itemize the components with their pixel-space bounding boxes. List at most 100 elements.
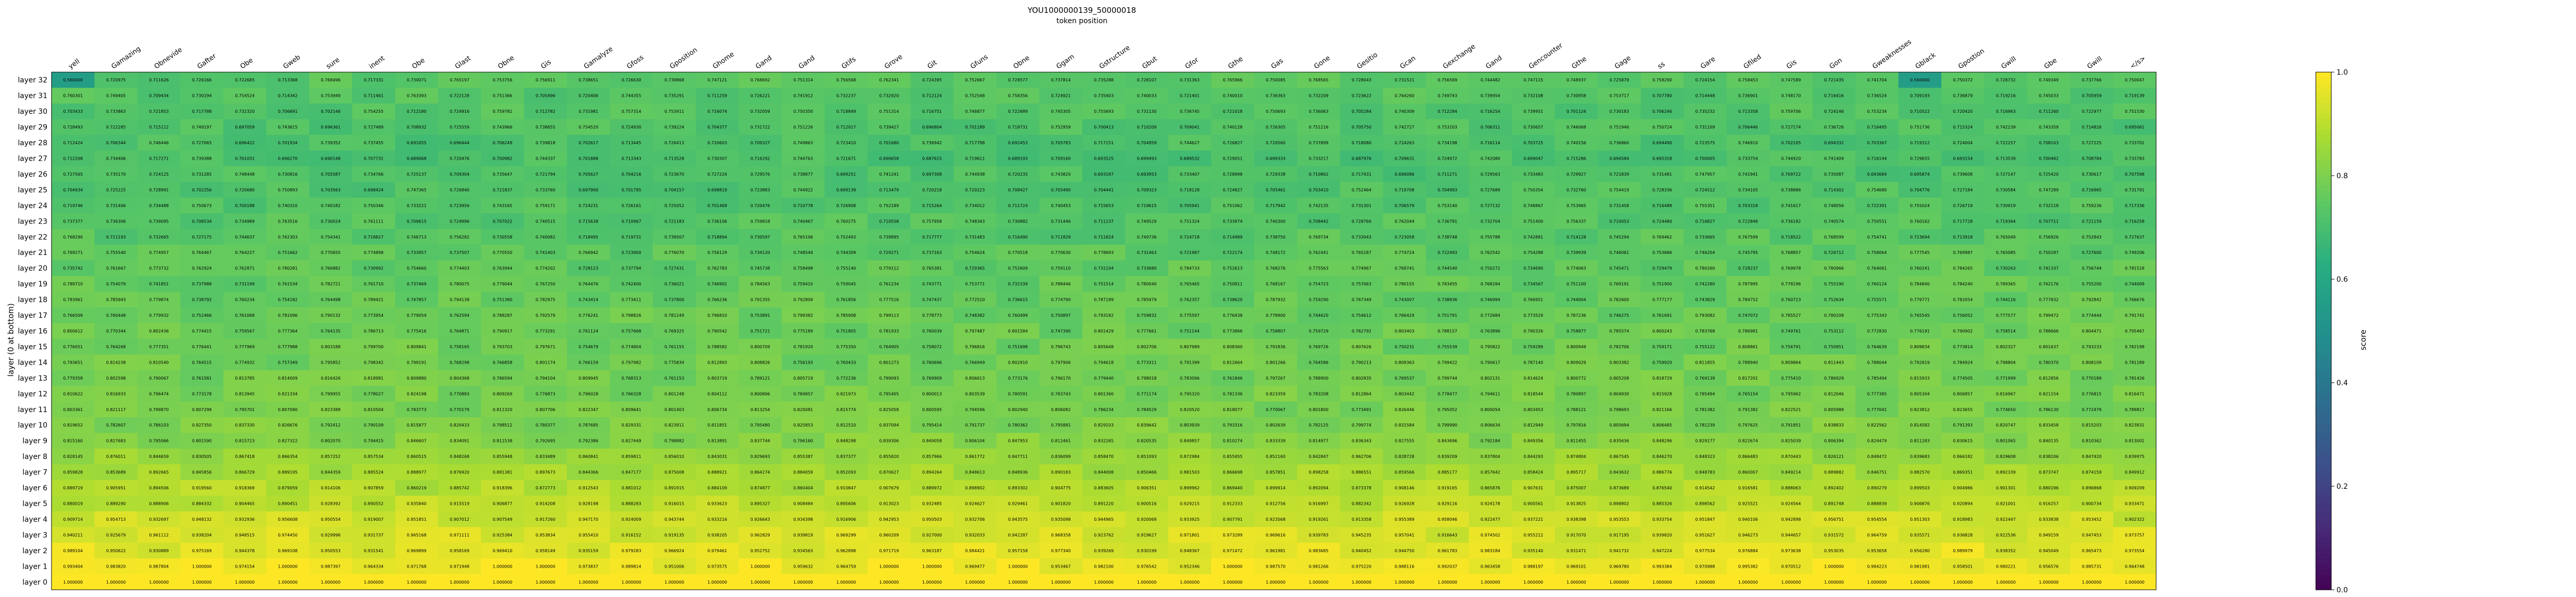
heatmap-cell xyxy=(1769,103,1813,120)
cell-value-label: 0.765187 xyxy=(1352,250,1371,255)
cell-value-label: 0.709193 xyxy=(1910,94,1929,98)
cell-value-label: 0.786234 xyxy=(1094,407,1113,412)
heatmap-cell xyxy=(1984,433,2028,449)
heatmap-cell xyxy=(1297,103,1341,120)
heatmap-cell xyxy=(996,464,1040,481)
cell-value-label: 0.798342 xyxy=(364,360,383,365)
cell-value-label: 0.919627 xyxy=(1137,533,1157,537)
cell-value-label: 0.715264 xyxy=(922,203,942,208)
heatmap-cell xyxy=(567,401,611,418)
heatmap-cell xyxy=(1769,119,1813,135)
heatmap-cell xyxy=(696,150,739,167)
cell-value-label: 0.798693 xyxy=(1609,407,1629,412)
heatmap-cell xyxy=(1812,386,1856,402)
heatmap-cell xyxy=(2113,417,2157,433)
heatmap-cell xyxy=(1554,182,1598,198)
cell-value-label: 0.827322 xyxy=(278,439,297,444)
heatmap-cell xyxy=(1082,166,1126,182)
heatmap-cell xyxy=(1039,527,1083,543)
cell-value-label: 0.794611 xyxy=(1481,391,1500,396)
cell-value-label: 0.715653 xyxy=(1094,203,1113,208)
colorbar-segment xyxy=(2316,176,2331,181)
cell-value-label: 0.719139 xyxy=(2125,94,2144,98)
heatmap-cell xyxy=(1769,496,1813,512)
heatmap-cell xyxy=(1340,401,1383,418)
heatmap-cell xyxy=(696,480,739,496)
x-tick-label: Gfuns xyxy=(969,53,990,71)
y-tick-label: layer 26 xyxy=(18,170,47,179)
cell-value-label: 0.716074 xyxy=(707,109,727,114)
heatmap-cell xyxy=(1383,88,1427,104)
cell-value-label: 0.790067 xyxy=(149,376,168,381)
y-tick-label: layer 11 xyxy=(18,406,47,414)
cell-value-label: 0.768496 xyxy=(321,78,341,82)
heatmap-cell xyxy=(567,558,611,575)
heatmap-cell xyxy=(1984,166,2028,182)
cell-value-label: 0.795405 xyxy=(879,391,899,396)
cell-value-label: 0.849912 xyxy=(2125,470,2144,475)
heatmap-cell xyxy=(481,464,524,481)
colorbar-segment xyxy=(2316,279,2331,285)
cell-value-label: 0.727175 xyxy=(192,235,212,240)
heatmap-cell xyxy=(2027,448,2071,465)
heatmap-cell xyxy=(438,166,482,182)
heatmap-cell xyxy=(609,119,653,135)
cell-value-label: 0.735232 xyxy=(1696,109,1715,114)
cell-value-label: 0.714302 xyxy=(1824,187,1844,192)
cell-value-label: 0.774415 xyxy=(192,329,212,334)
heatmap-cell xyxy=(309,103,353,120)
heatmap-cell xyxy=(1340,448,1383,465)
cell-value-label: 0.783455 xyxy=(1437,282,1457,286)
cell-value-label: 0.732704 xyxy=(1481,219,1500,224)
x-tick-label: Gweaknesses xyxy=(1871,38,1913,71)
cell-value-label: 0.744938 xyxy=(965,172,985,177)
cell-value-label: 0.721018 xyxy=(1223,109,1243,114)
heatmap-cell xyxy=(1640,417,1684,433)
heatmap-cell xyxy=(696,323,739,339)
cell-value-label: 0.715112 xyxy=(149,125,168,130)
cell-value-label: 0.718128 xyxy=(1180,187,1199,192)
heatmap-cell xyxy=(1640,354,1684,371)
cell-value-label: 0.927000 xyxy=(922,533,942,537)
heatmap-cell xyxy=(395,276,438,292)
heatmap-cell xyxy=(696,370,739,386)
cell-value-label: 0.762542 xyxy=(1481,250,1500,255)
cell-value-label: 0.727065 xyxy=(192,141,212,145)
cell-value-label: 1.000000 xyxy=(278,580,297,585)
heatmap-cell xyxy=(2113,197,2157,214)
cell-value-label: 0.727174 xyxy=(1781,125,1801,130)
cell-value-label: 0.774790 xyxy=(1051,298,1071,302)
heatmap-cell xyxy=(1082,119,1126,135)
heatmap-cell xyxy=(1426,496,1469,512)
heatmap-cell xyxy=(1683,150,1727,167)
cell-value-label: 0.792184 xyxy=(1481,439,1500,444)
heatmap-cell xyxy=(867,527,911,543)
cell-value-label: 0.919007 xyxy=(364,517,383,522)
cell-value-label: 0.730617 xyxy=(2082,172,2102,177)
heatmap-cell xyxy=(481,511,524,527)
heatmap-cell xyxy=(824,558,868,575)
cell-value-label: 0.746877 xyxy=(965,109,985,114)
cell-value-label: 0.726413 xyxy=(665,141,684,145)
heatmap-cell xyxy=(1383,338,1427,355)
heatmap-cell xyxy=(1812,150,1856,167)
heatmap-cell xyxy=(1469,354,1512,371)
heatmap-cell xyxy=(1297,480,1341,496)
colorbar-segment xyxy=(2316,367,2331,373)
cell-value-label: 0.799744 xyxy=(1437,376,1457,381)
heatmap-cell xyxy=(94,166,138,182)
cell-value-label: 0.753717 xyxy=(1609,94,1629,98)
heatmap-cell xyxy=(524,354,567,371)
heatmap-cell xyxy=(395,496,438,512)
heatmap-cell xyxy=(1254,72,1298,88)
cell-value-label: 0.953452 xyxy=(2082,517,2102,522)
heatmap-cell xyxy=(180,182,224,198)
cell-value-label: 0.799191 xyxy=(407,360,427,365)
heatmap-cell xyxy=(1039,558,1083,575)
heatmap-cell xyxy=(953,511,997,527)
heatmap-cell xyxy=(782,323,825,339)
cell-value-label: 0.697059 xyxy=(235,125,255,130)
cell-value-label: 0.726161 xyxy=(621,203,641,208)
cell-value-label: 0.765085 xyxy=(1996,250,2015,255)
cell-value-label: 0.844366 xyxy=(579,470,598,475)
